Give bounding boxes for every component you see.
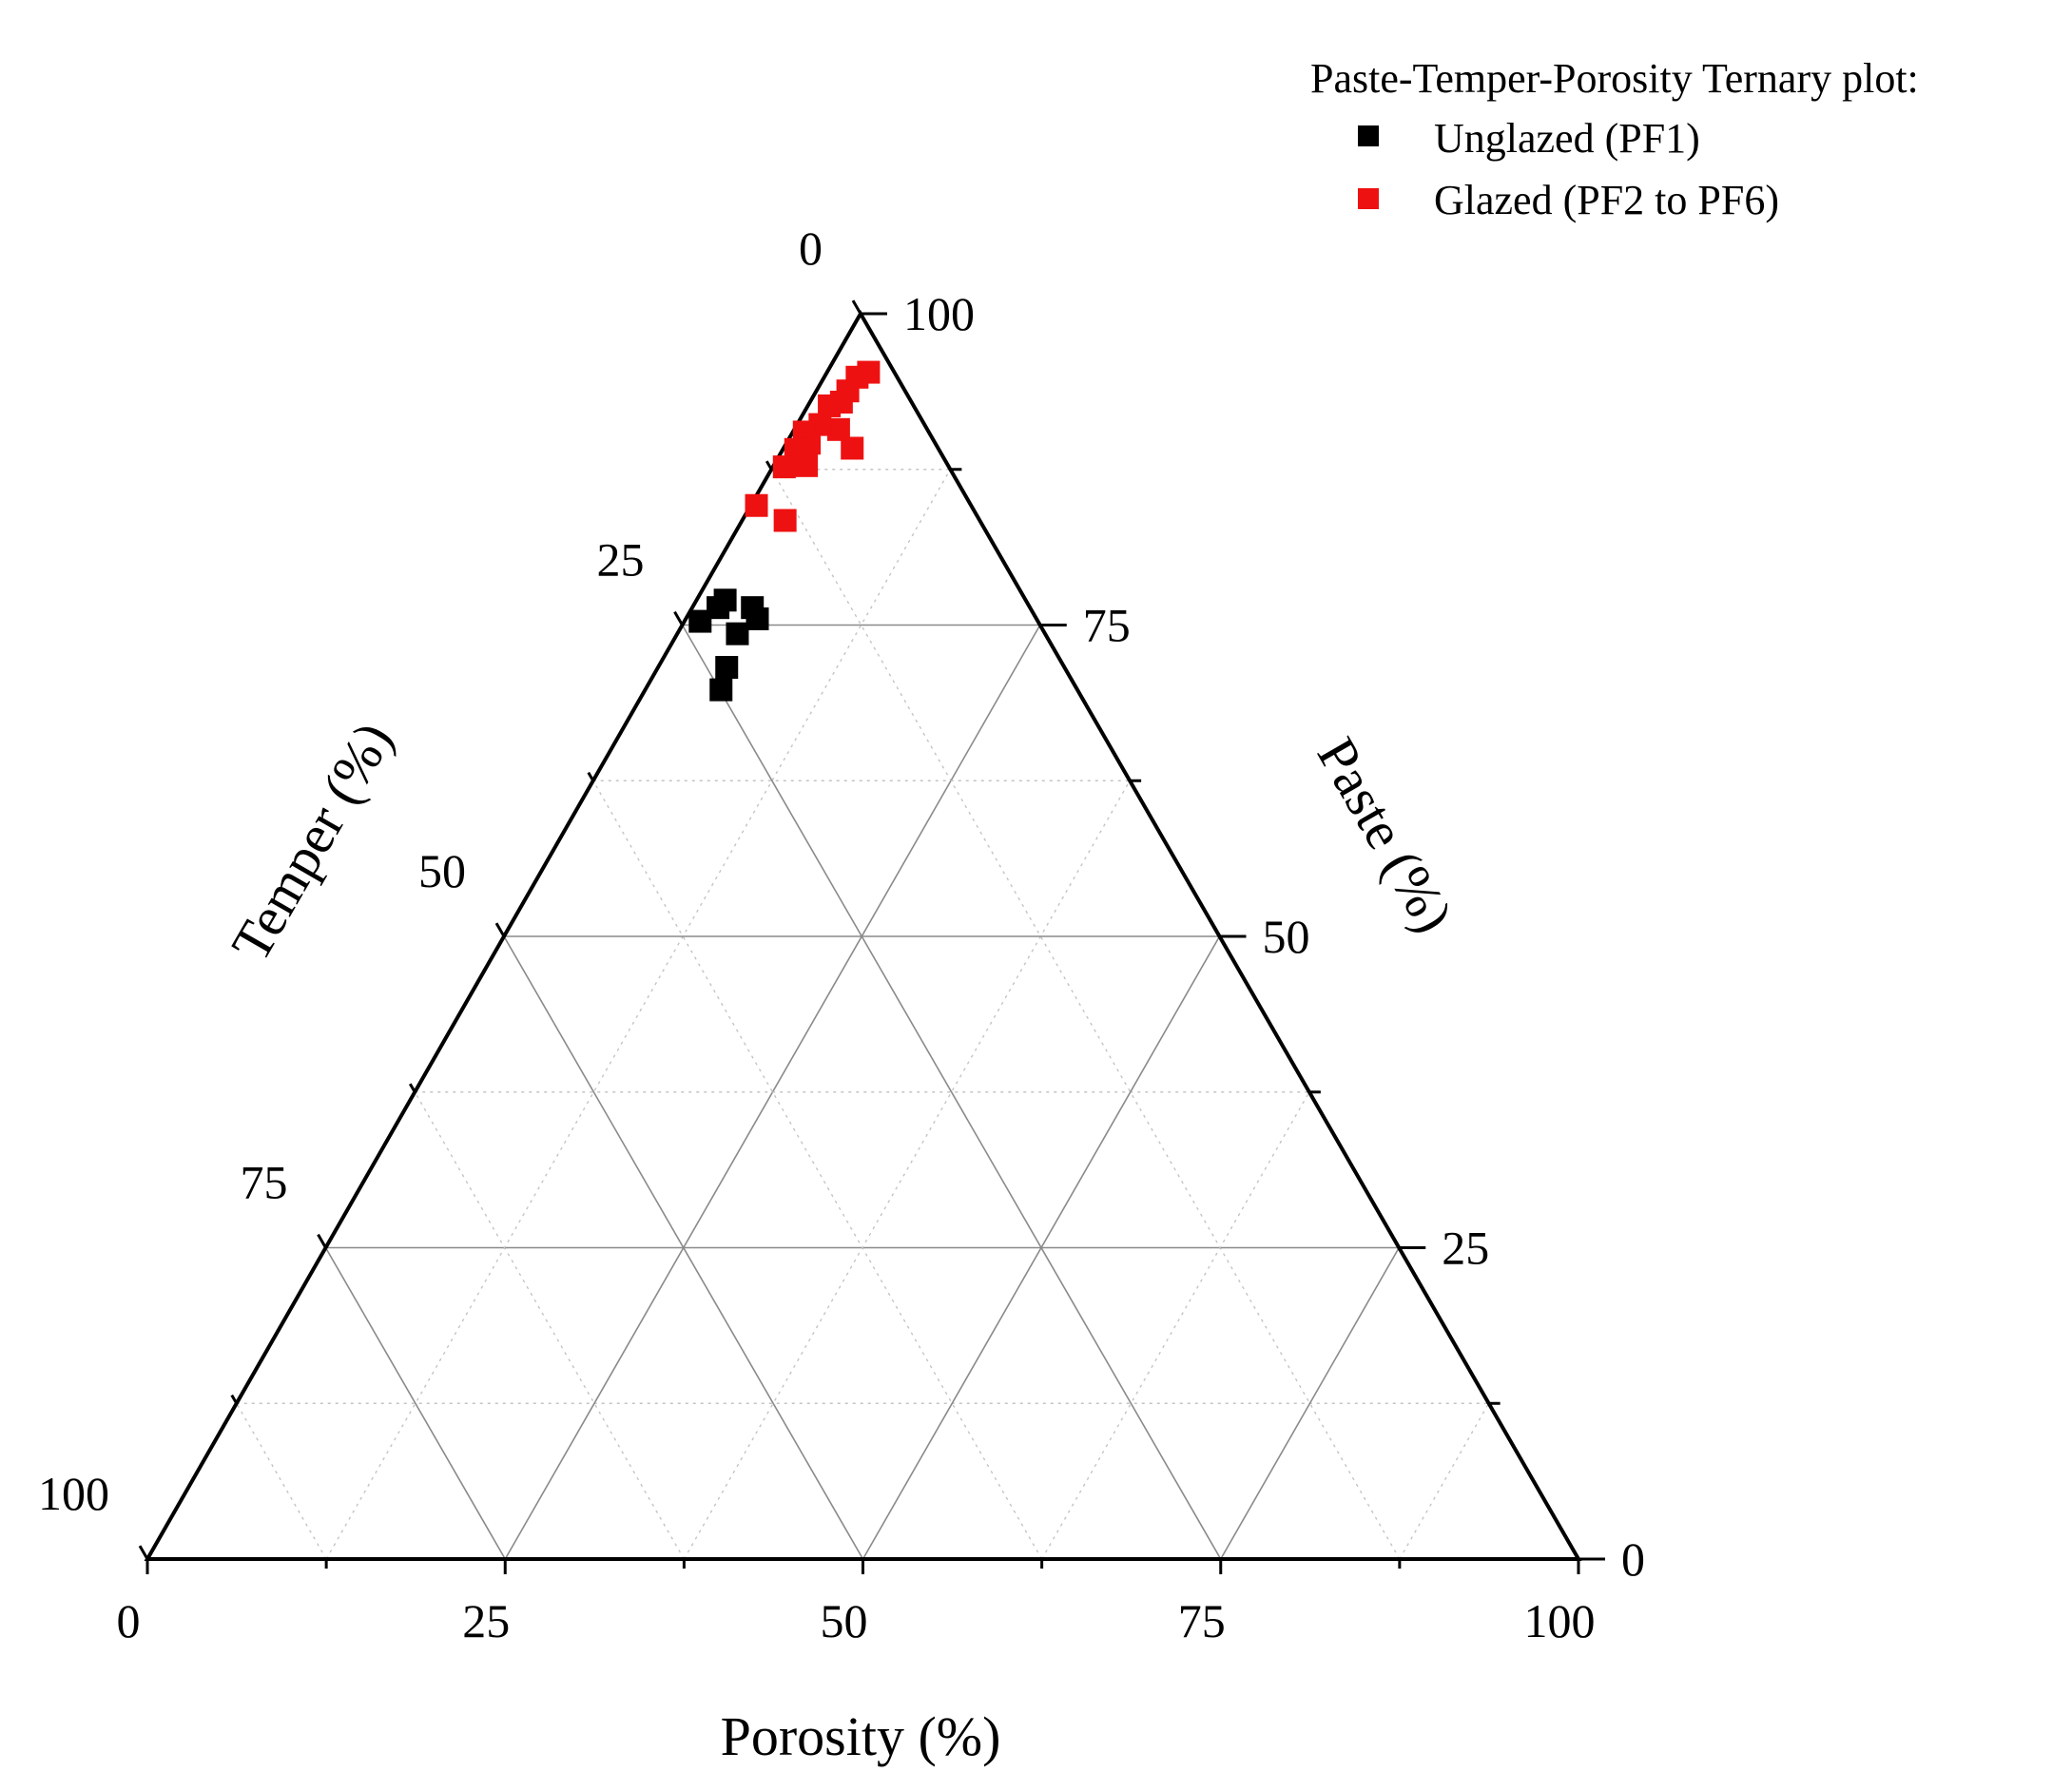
paste-tick-label: 25 (1442, 1222, 1489, 1275)
grid-lines (236, 469, 1490, 1560)
porosity-tick-label: 0 (117, 1594, 141, 1647)
grid-line-porosity (683, 780, 1131, 1560)
point-unglazed (726, 622, 749, 645)
temper-axis-title: Temper (%) (220, 712, 405, 972)
axis-ticks (138, 299, 1605, 1574)
legend-title: Paste-Temper-Porosity Ternary plot: (1310, 55, 1919, 102)
temper-tick-label: 75 (241, 1156, 288, 1209)
point-glazed (773, 509, 797, 532)
temper-tick (673, 610, 684, 626)
temper-tick (587, 771, 595, 782)
porosity-tick-label: 50 (821, 1594, 868, 1647)
temper-tick (494, 922, 506, 937)
point-glazed (795, 453, 819, 477)
temper-tick (851, 299, 862, 315)
grid-line-temper (414, 1091, 685, 1560)
point-unglazed (709, 678, 733, 702)
porosity-tick-label: 75 (1178, 1594, 1226, 1647)
grid-line-temper (236, 1402, 327, 1560)
paste-tick-label: 75 (1083, 599, 1131, 652)
temper-tick (317, 1233, 327, 1249)
temper-tick (408, 1083, 416, 1093)
legend-swatch-unglazed (1358, 125, 1379, 146)
grid-line-porosity (1220, 1247, 1400, 1560)
legend-label-glazed: Glazed (PF2 to PF6) (1434, 177, 1779, 223)
grid-line-porosity (1399, 1402, 1490, 1560)
temper-tick (765, 460, 773, 471)
paste-tick-label: 50 (1263, 910, 1310, 963)
point-unglazed (688, 609, 712, 633)
tick-labels: 0 0 0 25 25 25 50 50 50 75 75 75 100 100 100 (38, 221, 1645, 1647)
grid-line-porosity (862, 935, 1221, 1560)
grid-line-temper (592, 780, 1043, 1560)
temper-tick (230, 1394, 239, 1405)
legend: Paste-Temper-Porosity Ternary plot: Ungl… (1310, 55, 1919, 223)
legend-label-unglazed: Unglazed (PF1) (1434, 115, 1700, 162)
porosity-tick-label: 25 (462, 1594, 510, 1647)
grid-line-porosity (325, 469, 951, 1560)
paste-tick-label: 0 (1621, 1532, 1645, 1586)
data-points (688, 360, 881, 702)
point-glazed (841, 436, 864, 460)
grid-line-temper (324, 1247, 506, 1560)
temper-tick-label: 25 (597, 533, 645, 587)
temper-tick (138, 1545, 149, 1560)
point-glazed (745, 493, 768, 517)
paste-tick-label: 100 (903, 287, 975, 340)
legend-swatch-glazed (1358, 188, 1379, 209)
porosity-tick-label: 100 (1524, 1594, 1596, 1647)
grid-line-temper (503, 935, 864, 1560)
grid-line-temper (681, 625, 1222, 1560)
temper-tick-label: 100 (38, 1467, 109, 1520)
temper-tick-label: 0 (799, 221, 823, 275)
point-unglazed (746, 607, 769, 630)
grid-line-porosity (1041, 1091, 1310, 1560)
point-glazed (772, 455, 796, 479)
paste-axis-title: Paste (%) (1306, 727, 1465, 942)
porosity-axis-title: Porosity (%) (721, 1705, 1001, 1767)
point-unglazed (715, 656, 739, 680)
temper-tick-label: 50 (418, 844, 466, 897)
